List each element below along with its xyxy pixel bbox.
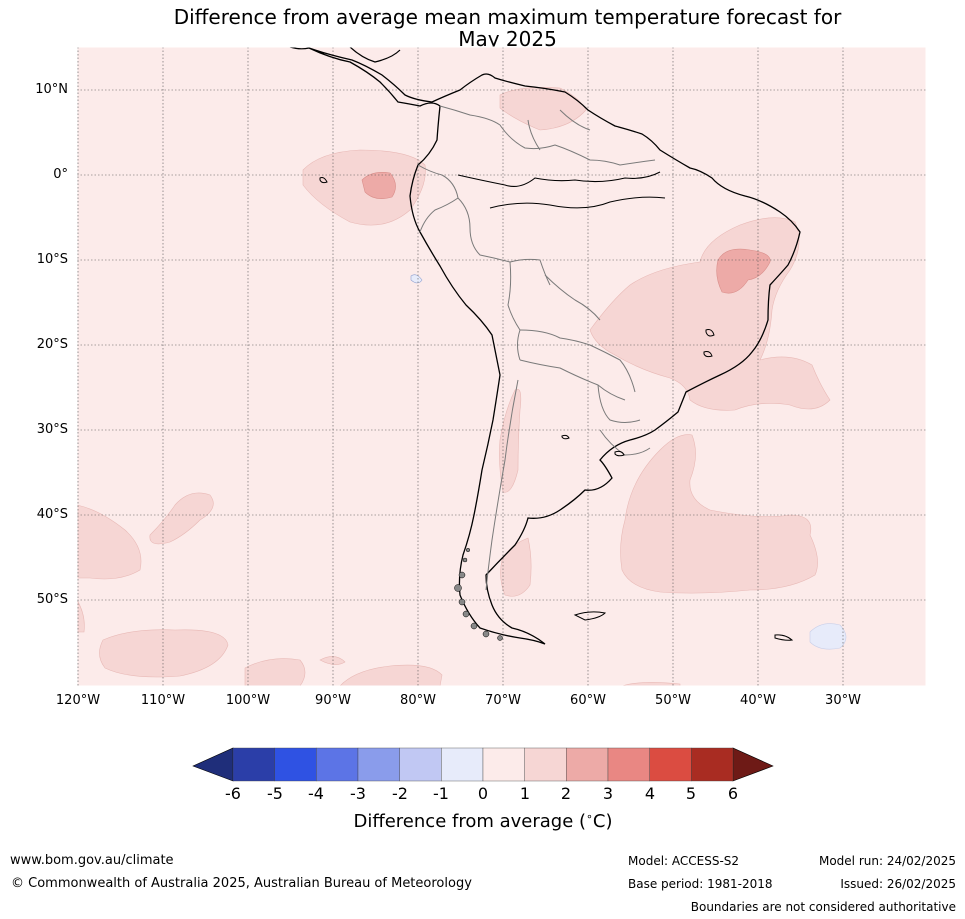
- lake-3: [614, 450, 625, 457]
- lon-label-50w: 50°W: [655, 693, 691, 708]
- colorbar-tick: 0: [477, 784, 489, 803]
- colorbar-label: Difference from average (∘C): [353, 810, 613, 832]
- colorbar-extend-high: [732, 747, 774, 782]
- footer-model: Model: ACCESS-S2: [628, 854, 740, 868]
- lat-label-30s: 30°S: [36, 422, 68, 437]
- colorbar-tick: 4: [644, 784, 656, 803]
- lat-label-20s: 20°S: [36, 337, 68, 352]
- colorbar-segment: [607, 747, 650, 782]
- anomaly-region-negative-small: [410, 274, 423, 284]
- colorbar-segment: [399, 747, 442, 782]
- lat-label-40s: 40°S: [36, 507, 68, 522]
- colorbar-tick: -3: [350, 784, 366, 803]
- lat-label-50s: 50°S: [36, 592, 68, 607]
- lon-label-30w: 30°W: [825, 693, 861, 708]
- colorbar-tick: -4: [308, 784, 324, 803]
- colorbar-tick: 2: [560, 784, 572, 803]
- anomaly-region-south-atlantic: [620, 434, 818, 594]
- colorbar: [192, 747, 774, 782]
- colorbar-tick: 5: [685, 784, 697, 803]
- colorbar-segment: [357, 747, 400, 782]
- anomaly-region-strong-equatorial: [361, 172, 396, 199]
- colorbar-segment: [482, 747, 525, 782]
- falkland-islands: [573, 611, 607, 621]
- river-lower: [489, 196, 666, 209]
- footer-base-period: Base period: 1981-2018: [628, 877, 773, 891]
- lat-label-10s: 10°S: [36, 252, 68, 267]
- colorbar-segment: [566, 747, 609, 782]
- country-boundaries: [417, 105, 656, 591]
- colorbar-tick: -2: [392, 784, 408, 803]
- anomaly-region-edge: [77, 599, 85, 633]
- lon-label-40w: 40°W: [740, 693, 776, 708]
- chilean-archipelago: [454, 547, 503, 641]
- lon-label-90w: 90°W: [315, 693, 351, 708]
- anomaly-1-2-regions: [77, 87, 831, 686]
- anomaly-region-south-atlantic-2: [621, 682, 681, 686]
- anomaly-region-south-pacific-2: [244, 658, 306, 686]
- colorbar-segment: [274, 747, 317, 782]
- colorbar-segment: [316, 747, 359, 782]
- anomaly-region-small: [319, 656, 346, 665]
- map-title-line1: Difference from average mean maximum tem…: [173, 5, 842, 29]
- anomaly-region-brazil: [589, 217, 831, 411]
- colorbar-tick: 1: [519, 784, 531, 803]
- colorbar-tick: 3: [602, 784, 614, 803]
- galapagos: [319, 177, 328, 184]
- lon-label-60w: 60°W: [570, 693, 606, 708]
- anomaly-region-andes: [499, 388, 522, 493]
- south-georgia: [774, 634, 794, 641]
- footer-model-run: Model run: 24/02/2025: [818, 854, 956, 868]
- graticule: [77, 47, 926, 686]
- lat-label-0: 0°: [53, 167, 68, 182]
- lon-label-70w: 70°W: [485, 693, 521, 708]
- colorbar-tick: -1: [433, 784, 449, 803]
- lake-4: [561, 434, 570, 440]
- footer-website: www.bom.gov.au/climate: [10, 853, 174, 868]
- colorbar-segment: [691, 747, 734, 782]
- footer-disclaimer: Boundaries are not considered authoritat…: [690, 900, 956, 914]
- lake-2: [703, 351, 713, 358]
- colorbar-tick: 6: [727, 784, 739, 803]
- lon-label-120w: 120°W: [55, 693, 101, 708]
- islands: [319, 177, 794, 641]
- colorbar-segment: [649, 747, 692, 782]
- map-title-line2: May 2025: [458, 27, 557, 51]
- coastline-south-america: [308, 47, 801, 645]
- colorbar-segment: [441, 747, 484, 782]
- footer-copyright: © Commonwealth of Australia 2025, Austra…: [11, 876, 472, 891]
- anomaly-region-south-pacific-3: [339, 664, 443, 686]
- anomaly-region-negative: [809, 623, 847, 650]
- anomaly-region-south-pacific: [99, 629, 229, 678]
- colorbar-segment: [232, 747, 275, 782]
- colorbar-extend-low: [192, 747, 234, 782]
- colorbar-segment: [524, 747, 567, 782]
- colorbar-tick: -6: [225, 784, 241, 803]
- colorbar-tick: -5: [267, 784, 283, 803]
- lon-label-80w: 80°W: [400, 693, 436, 708]
- lat-label-10n: 10°N: [35, 82, 68, 97]
- footer-issued: Issued: 26/02/2025: [840, 877, 956, 891]
- lon-label-110w: 110°W: [140, 693, 186, 708]
- river-amazon: [457, 171, 661, 187]
- anomaly-region-southeast-pacific: [149, 492, 214, 545]
- map-area: [77, 47, 926, 686]
- lake-1: [705, 329, 715, 337]
- map-frame: [76, 46, 927, 687]
- lon-label-100w: 100°W: [225, 693, 271, 708]
